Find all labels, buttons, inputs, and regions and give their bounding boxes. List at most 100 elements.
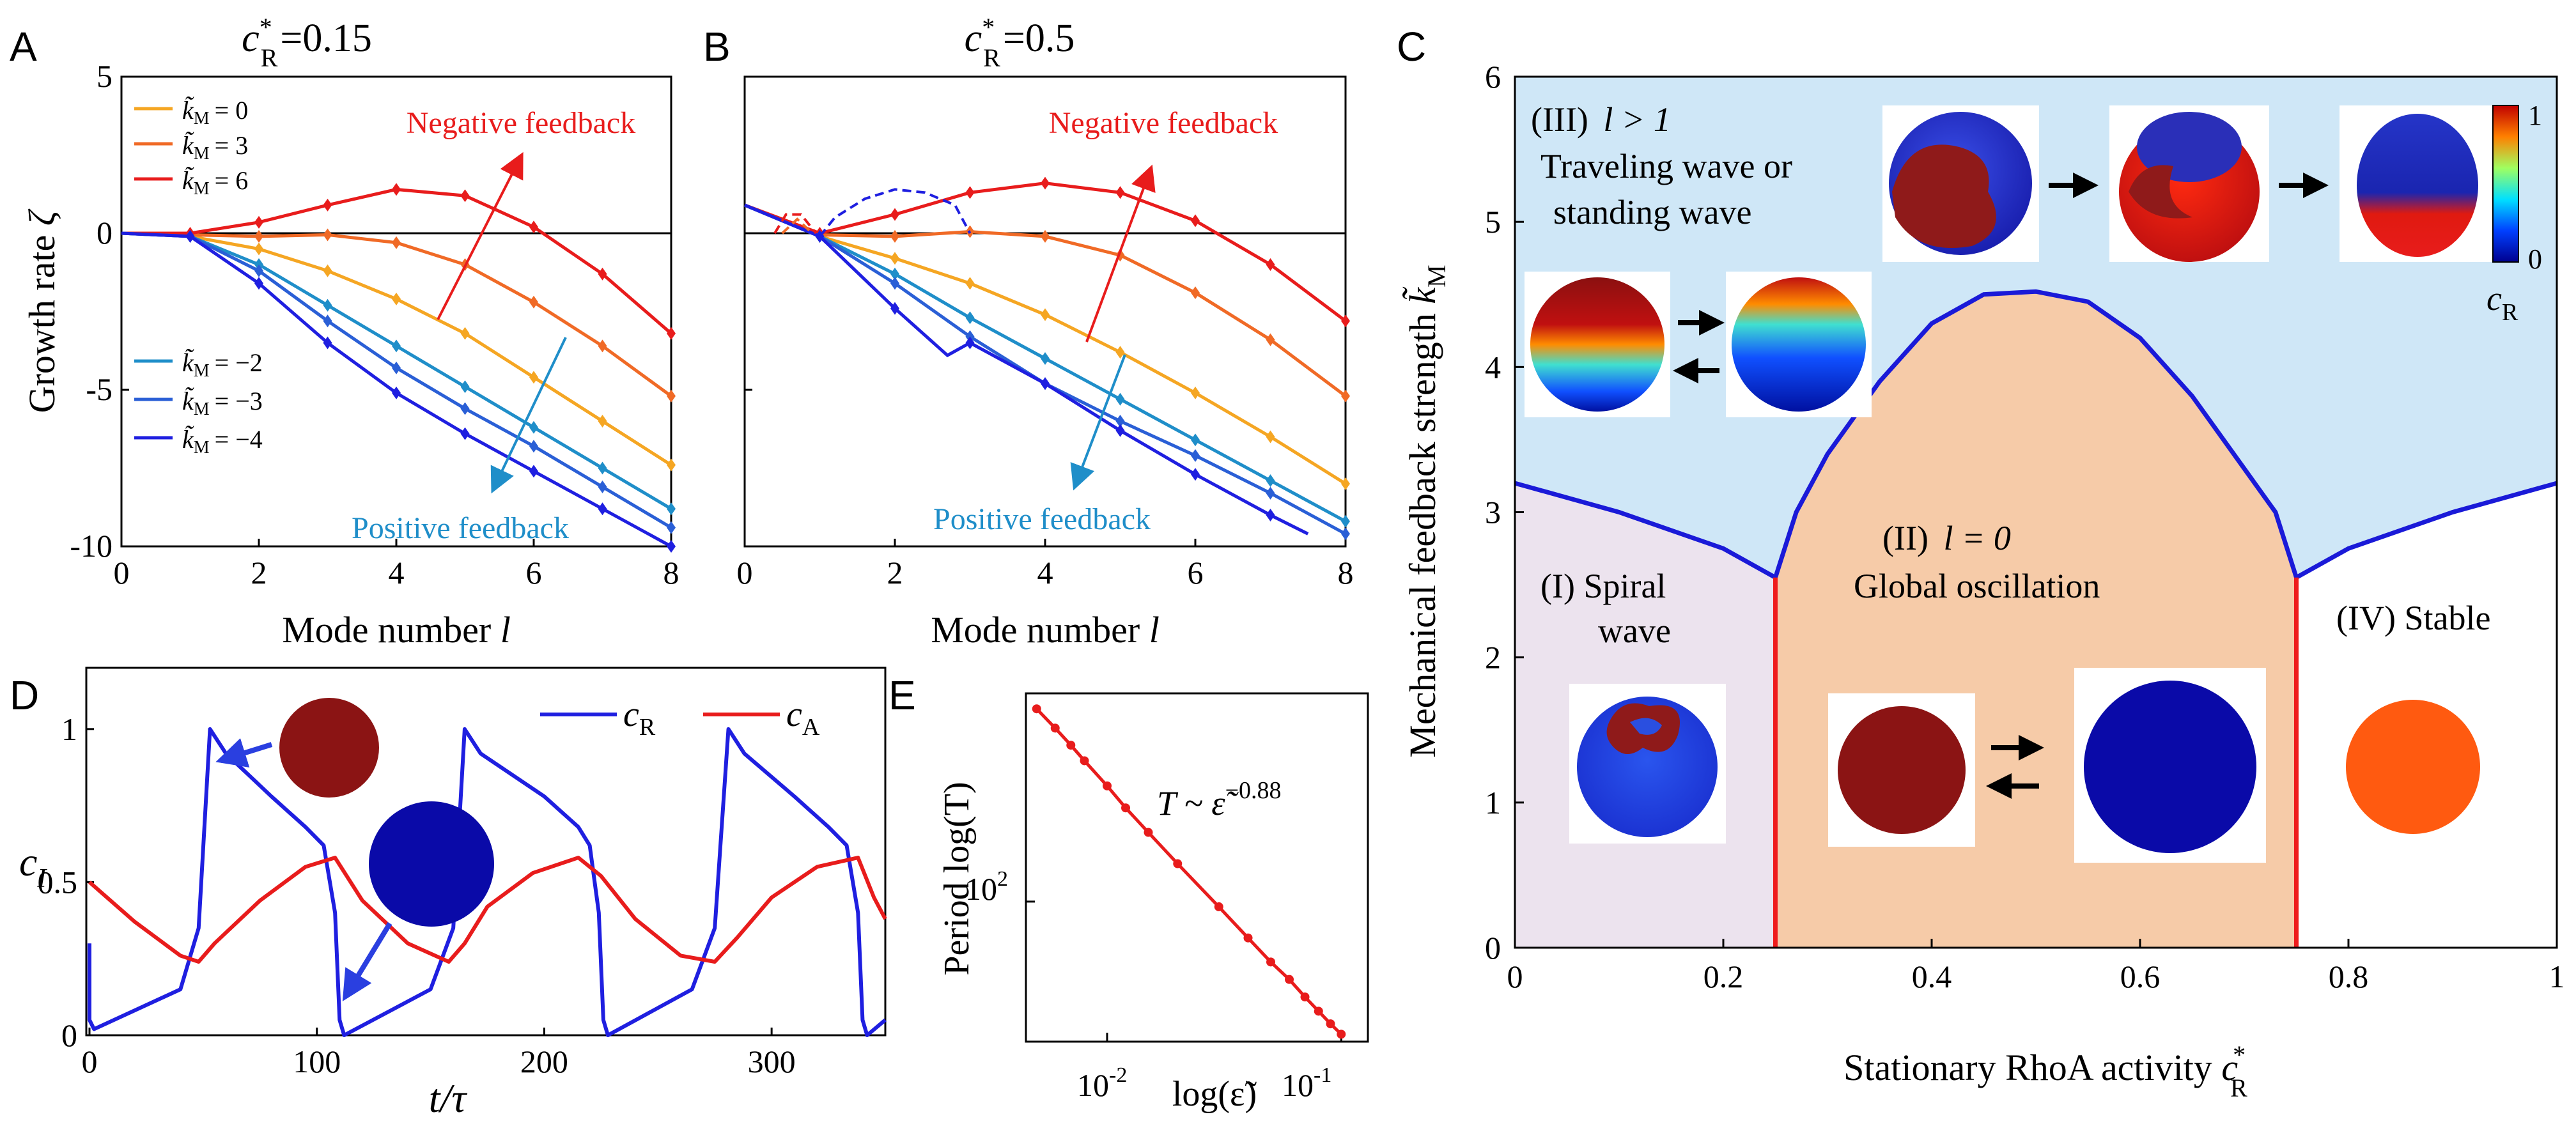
- region-i-label: (I) Spiral: [1540, 567, 1666, 605]
- panel-c-xtick-label: 0.6: [2120, 959, 2161, 994]
- legend-entry-3: k̃M = −2: [134, 348, 263, 381]
- panel-b-dashed-0: [818, 188, 972, 238]
- panel-e-point: [1266, 957, 1276, 967]
- panel-b-series-2-marker: [1341, 314, 1350, 328]
- region-iii-desc2: standing wave: [1553, 193, 1751, 231]
- panel-a-series-5-marker: [529, 465, 538, 478]
- panel-a-series-2: [121, 187, 672, 335]
- panel-a-ytick-label: -10: [70, 528, 113, 564]
- colorbar: 1 0 cR: [2487, 100, 2542, 326]
- legend-entry-4: k̃M = −3: [134, 387, 263, 419]
- panel-a-series-1-marker: [323, 228, 332, 242]
- panel-d-xtick-label: 200: [520, 1044, 568, 1079]
- svg-text:k̃M= −4: k̃M = −4: [182, 425, 263, 458]
- panel-b-xlabel: Mode number l: [931, 609, 1160, 651]
- panel-b-series-3-marker: [1041, 352, 1050, 365]
- standing-wave-sphere-2: [1726, 272, 1872, 417]
- panel-a-series-5-marker: [667, 540, 676, 553]
- panel-a-series-5-marker: [185, 229, 195, 243]
- panel-e: E Period log(T) log(ε̃) T ~ ε̃−0.88 102 …: [888, 672, 1369, 1114]
- panel-b-series-3-marker: [965, 311, 975, 325]
- panel-b-title: c* R=0.5: [965, 13, 1075, 72]
- panel-a-series-3-marker: [598, 461, 607, 475]
- panel-e-point: [1080, 756, 1089, 766]
- panel-d-ylabel: cI: [19, 839, 47, 893]
- panel-e-point: [1066, 741, 1076, 750]
- panel-a-xtick-label: 0: [114, 555, 130, 590]
- panel-b-series-5-marker: [965, 336, 975, 350]
- panel-c-ytick-label: 4: [1485, 349, 1501, 385]
- svg-text:k̃M= −2: k̃M = −2: [182, 348, 263, 381]
- panel-a-series-5-marker: [460, 427, 470, 440]
- panel-b-series-2-marker: [1191, 214, 1200, 228]
- panel-a-series-2-marker: [529, 220, 538, 234]
- stable-orange-disc: [2346, 700, 2480, 834]
- panel-a-ytick-label: 0: [97, 215, 113, 251]
- panel-a-series-4-marker: [667, 521, 676, 534]
- legend-entry-1: k̃M = 3: [134, 131, 248, 164]
- panel-a-series-3-marker: [323, 298, 332, 312]
- panel-d-red-disc: [279, 698, 379, 798]
- panel-a-series-4-marker: [598, 480, 607, 493]
- panel-a-negative-arrow: [437, 151, 524, 320]
- panel-a-letter: A: [10, 24, 37, 70]
- panel-a-xtick-label: 8: [663, 555, 679, 590]
- panel-d-ytick-label: 1: [61, 711, 77, 747]
- panel-a-ytick-label: -5: [86, 371, 113, 407]
- panel-c-ytick-label: 5: [1485, 204, 1501, 240]
- panel-b-series-5: [744, 203, 1309, 536]
- svg-text:k̃M= 6: k̃M = 6: [182, 166, 248, 199]
- panel-e-point: [1103, 781, 1112, 791]
- panel-b-series-0-marker: [965, 277, 975, 290]
- panel-e-xlabel: log(ε̃): [1172, 1074, 1257, 1114]
- svg-text:k̃M= 0: k̃M = 0: [182, 96, 248, 128]
- panel-d-xtick-label: 100: [293, 1044, 341, 1079]
- panel-b-dashed-2: [781, 217, 814, 235]
- panel-e-point: [1326, 1019, 1335, 1029]
- panel-a-series-2-marker: [254, 215, 263, 229]
- panel-b-series-1-marker: [1266, 333, 1275, 346]
- panel-b-negative-feedback: Negative feedback: [1049, 106, 1278, 140]
- panel-b-series-4-marker: [890, 277, 899, 290]
- panel-a-ytick-label: 5: [97, 58, 113, 94]
- panel-c-xtick-label: 1: [2549, 959, 2565, 994]
- panel-a-series-4-marker: [323, 314, 332, 328]
- legend-entry-0: k̃M = 0: [134, 96, 248, 128]
- svg-text:cA: cA: [786, 695, 820, 741]
- panel-a-series-0-marker: [667, 458, 676, 472]
- panel-b-series-5-marker: [1115, 424, 1125, 437]
- panel-b-series-3-marker: [1266, 474, 1275, 488]
- panel-a-ylabel: Growth rate ζ: [21, 208, 63, 413]
- panel-a-series-1-marker: [529, 295, 538, 309]
- panel-b-series-1-marker: [1341, 389, 1350, 403]
- panel-a-series-5-marker: [392, 386, 401, 399]
- panel-e-annotation: T ~ ε̃−0.88: [1157, 777, 1282, 822]
- panel-b-series-2-marker: [1041, 176, 1050, 190]
- panel-d-letter: D: [10, 672, 39, 718]
- panel-b-series-3-marker: [890, 267, 899, 281]
- panel-a-series-4-marker: [529, 440, 538, 453]
- traveling-wave-sphere-3: [2339, 105, 2496, 262]
- panel-b-series-5-marker: [1041, 377, 1050, 390]
- standing-wave-sphere-1: [1525, 272, 1670, 417]
- panel-a-series-0-marker: [529, 371, 538, 384]
- panel-a-series-4-marker: [392, 361, 401, 374]
- panel-a-series-2-marker: [460, 189, 470, 203]
- panel-b-positive-feedback: Positive feedback: [933, 502, 1151, 536]
- panel-e-xtick-0: 10-2: [1077, 1063, 1127, 1103]
- panel-a-series-5-marker: [323, 336, 332, 350]
- traveling-wave-sphere-2: [2109, 105, 2269, 262]
- panel-a-series-3-marker: [392, 339, 401, 353]
- panel-b-series-4-marker: [1266, 486, 1275, 500]
- panel-a-series-2-marker: [598, 267, 607, 281]
- panel-e-xtick-1: 10-1: [1282, 1063, 1331, 1103]
- panel-b-series-2-marker: [1115, 186, 1125, 199]
- colorbar-label: cR: [2487, 279, 2518, 326]
- panel-e-point: [1121, 803, 1131, 813]
- legend-entry-5: k̃M = −4: [134, 425, 263, 458]
- panel-a-series-2-marker: [392, 183, 401, 196]
- panel-d-xtick-label: 0: [82, 1044, 98, 1079]
- panel-d-series-cA: [88, 856, 887, 964]
- panel-d-red-arrow: [215, 738, 273, 767]
